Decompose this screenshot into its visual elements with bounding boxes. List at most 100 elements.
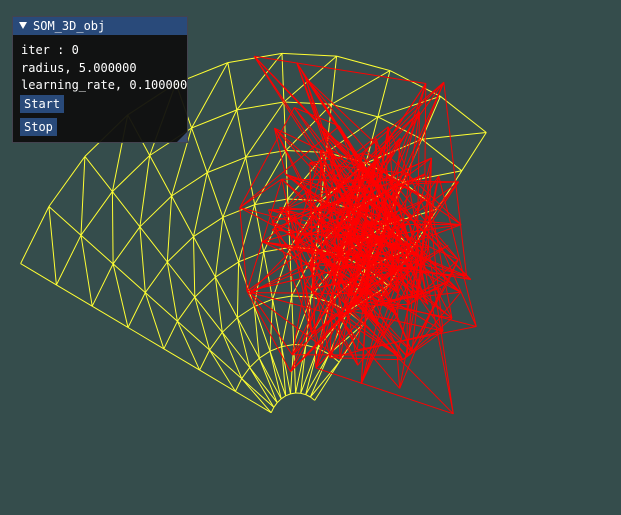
surface-edge <box>91 263 114 307</box>
radius-readout: radius, 5.000000 <box>21 61 137 75</box>
neuron-link <box>321 130 459 260</box>
neuron-link <box>343 245 399 318</box>
surface-edge <box>269 299 274 352</box>
iter-readout: iter : 0 <box>21 43 79 57</box>
neuron-link <box>281 178 319 344</box>
neuron-link <box>327 148 368 224</box>
neuron-link <box>249 292 293 356</box>
neuron-link <box>320 149 380 328</box>
surface-edge <box>236 101 284 111</box>
neuron-link <box>321 197 429 259</box>
neuron-link <box>310 223 368 265</box>
neuron-link <box>254 55 426 84</box>
neuron-link <box>321 257 349 311</box>
surface-edge <box>193 236 216 278</box>
start-button[interactable]: Start <box>20 95 65 113</box>
neuron-link <box>246 290 319 345</box>
window-titlebar[interactable]: SOM_3D_obj <box>13 17 187 35</box>
neuron-link <box>279 207 359 366</box>
surface-edge <box>48 206 57 285</box>
surface-edge <box>461 132 487 172</box>
neuron-link <box>416 242 449 282</box>
surface-edge <box>238 251 264 263</box>
surface-edge <box>331 103 379 118</box>
neuron-link <box>249 137 401 293</box>
neuron-link <box>304 191 331 277</box>
neuron-link <box>359 295 477 327</box>
neuron-link <box>356 291 461 305</box>
surface-edge <box>241 378 275 408</box>
neuron-link <box>304 148 328 235</box>
neuron-link <box>274 127 382 244</box>
surface-edge <box>84 156 113 192</box>
neuron-link <box>268 209 295 215</box>
neuron-link <box>296 62 357 225</box>
surface-edge <box>281 346 287 396</box>
neuron-link <box>353 224 462 242</box>
surface-edge <box>163 321 178 350</box>
surface-edge <box>194 276 216 298</box>
surface-edge <box>227 62 238 110</box>
neuron-link <box>285 126 389 210</box>
neuron-link <box>336 287 442 316</box>
neuron-link <box>347 310 404 361</box>
surface-edge <box>241 367 251 379</box>
neuron-link <box>329 253 381 358</box>
neuron-link <box>331 266 380 328</box>
surface-edge <box>80 234 114 265</box>
surface-edge <box>421 132 487 140</box>
collapse-triangle-icon[interactable] <box>19 22 27 29</box>
neuron-link <box>360 208 417 255</box>
neuron-link <box>358 175 440 297</box>
surface-edge <box>314 361 340 401</box>
surface-edge <box>440 95 487 133</box>
surface-edge <box>209 332 223 351</box>
surface-edge <box>222 157 247 218</box>
surface-edge <box>272 295 292 300</box>
surface-edge <box>214 277 223 333</box>
surface-edge <box>222 217 240 263</box>
surface-edge <box>214 276 238 318</box>
surface-edge <box>269 346 282 352</box>
surface-edge <box>253 306 260 359</box>
surface-edge <box>139 226 146 293</box>
neuron-link <box>387 126 477 327</box>
neuron-link <box>387 126 399 246</box>
surface-edge <box>199 369 236 392</box>
surface-edge <box>300 392 306 396</box>
surface-edge <box>193 216 224 238</box>
surface-edge <box>254 198 288 206</box>
surface-edge <box>253 306 271 352</box>
neuron-link <box>304 77 322 131</box>
stop-button[interactable]: Stop <box>20 118 57 136</box>
neuron-link <box>320 149 413 352</box>
surface-edge <box>237 306 255 319</box>
surface-edge <box>209 349 236 392</box>
neuron-link <box>320 173 426 222</box>
neuron-link <box>321 257 444 332</box>
som-neuron-mesh <box>239 55 477 415</box>
neuron-link <box>311 170 375 335</box>
surface-edge <box>234 378 243 392</box>
surface-edge <box>281 344 294 348</box>
neuron-link <box>399 175 440 389</box>
surface-edge <box>55 234 82 286</box>
surface-edge <box>290 392 296 395</box>
neuron-link <box>327 148 413 352</box>
neuron-link <box>309 162 313 289</box>
resize-grip-icon[interactable] <box>177 132 187 142</box>
surface-edge <box>236 317 260 359</box>
surface-edge <box>331 56 338 105</box>
som-control-window[interactable]: SOM_3D_obj iter : 0 radius, 5.000000 lea… <box>12 16 188 143</box>
surface-edge <box>80 156 86 236</box>
neuron-link <box>312 253 417 335</box>
neuron-link <box>363 199 409 223</box>
surface-edge <box>193 236 196 298</box>
surface-edge <box>171 127 193 197</box>
surface-edge <box>194 296 211 351</box>
surface-edge <box>20 206 50 264</box>
neuron-link <box>399 288 442 389</box>
surface-edge <box>149 155 173 197</box>
neuron-link <box>447 259 459 282</box>
